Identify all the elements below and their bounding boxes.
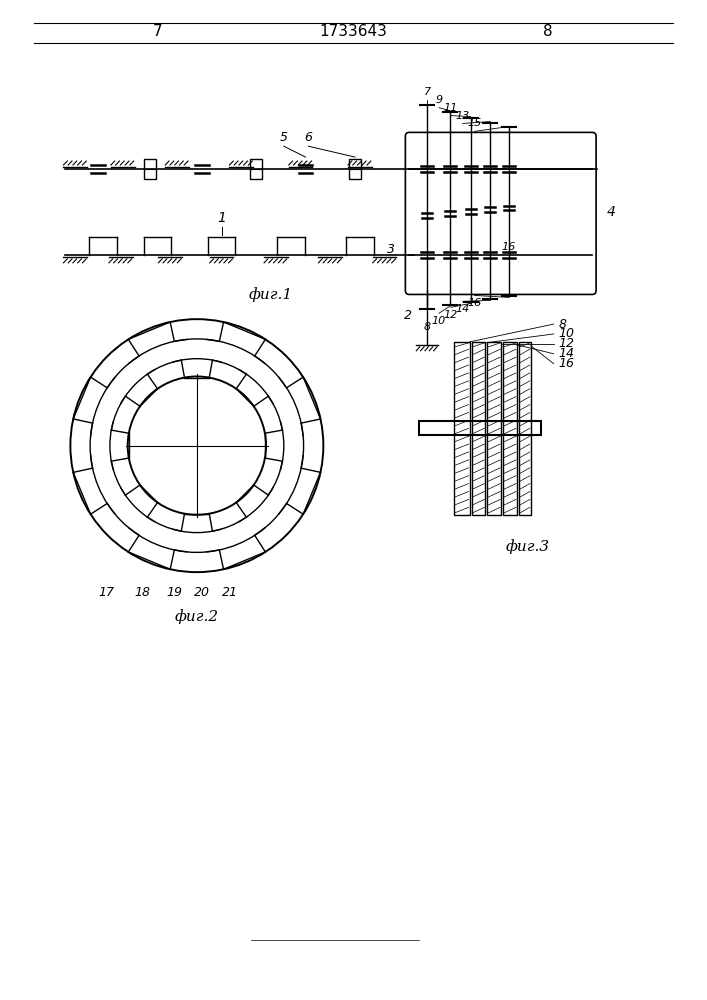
Text: 20: 20 (194, 586, 210, 599)
Text: 17: 17 (98, 586, 114, 599)
Text: 16: 16 (559, 357, 575, 370)
Text: 1: 1 (217, 211, 226, 225)
Text: 13: 13 (455, 111, 470, 121)
Bar (250, 159, 262, 179)
Text: 4: 4 (607, 205, 616, 219)
Text: 12: 12 (444, 310, 458, 320)
Text: 8: 8 (423, 322, 431, 332)
Text: 2: 2 (404, 309, 412, 322)
Bar (519, 342, 531, 515)
Bar (472, 342, 486, 515)
Bar (503, 342, 517, 515)
Text: 1733643: 1733643 (319, 24, 387, 39)
Text: 16: 16 (501, 242, 515, 252)
Bar (487, 342, 501, 515)
Text: 11: 11 (444, 103, 458, 113)
Text: 19: 19 (166, 586, 182, 599)
Text: 14: 14 (455, 304, 470, 314)
Bar (454, 342, 469, 515)
Text: 21: 21 (221, 586, 238, 599)
Text: 3: 3 (387, 243, 395, 256)
Bar (349, 159, 361, 179)
Text: 16: 16 (467, 298, 481, 308)
Text: 12: 12 (559, 337, 575, 350)
Bar (144, 159, 156, 179)
Text: 14: 14 (559, 347, 575, 360)
Text: 5: 5 (280, 131, 288, 144)
Text: 10: 10 (432, 316, 446, 326)
Text: 7: 7 (423, 87, 431, 97)
Text: фиг.2: фиг.2 (175, 609, 219, 624)
Text: 8: 8 (543, 24, 552, 39)
Text: фиг.1: фиг.1 (249, 287, 293, 302)
Text: 15: 15 (467, 118, 481, 128)
Text: фиг.3: фиг.3 (506, 540, 550, 554)
Text: 10: 10 (559, 327, 575, 340)
Text: 8: 8 (559, 318, 566, 331)
Text: 18: 18 (134, 586, 151, 599)
Text: 9: 9 (436, 95, 443, 105)
Text: 6: 6 (305, 131, 312, 144)
Text: 7: 7 (153, 24, 162, 39)
